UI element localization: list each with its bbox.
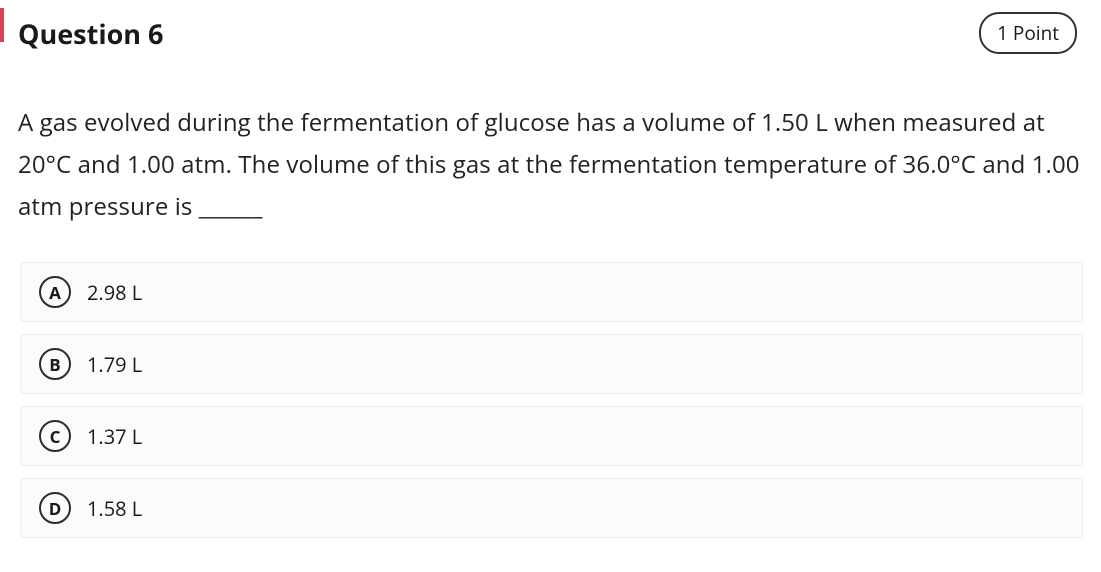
option-d[interactable]: D 1.58 L — [20, 478, 1083, 538]
point-badge: 1 Point — [979, 12, 1077, 54]
option-b[interactable]: B 1.79 L — [20, 334, 1083, 394]
option-c[interactable]: C 1.37 L — [20, 406, 1083, 466]
option-letter: C — [39, 420, 71, 452]
option-text: 1.37 L — [87, 423, 142, 450]
question-text: A gas evolved during the fermentation of… — [18, 102, 1087, 228]
option-letter: B — [39, 348, 71, 380]
question-header: Question 6 1 Point — [18, 12, 1087, 54]
option-text: 2.98 L — [87, 279, 142, 306]
option-a[interactable]: A 2.98 L — [20, 262, 1083, 322]
options-list: A 2.98 L B 1.79 L C 1.37 L D 1.58 L — [18, 262, 1087, 538]
option-text: 1.79 L — [87, 351, 142, 378]
option-letter: D — [39, 492, 71, 524]
question-title: Question 6 — [18, 15, 163, 52]
option-letter: A — [39, 276, 71, 308]
option-text: 1.58 L — [87, 495, 142, 522]
accent-bar — [0, 8, 4, 42]
